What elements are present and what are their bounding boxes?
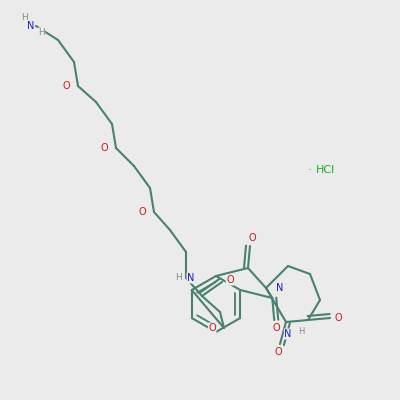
Text: O: O xyxy=(272,323,280,333)
Text: O: O xyxy=(208,323,216,333)
Text: N: N xyxy=(276,283,283,293)
Text: N: N xyxy=(187,273,194,283)
Text: O: O xyxy=(274,347,282,357)
Text: H: H xyxy=(38,28,45,37)
Text: H: H xyxy=(21,13,28,22)
Text: O: O xyxy=(334,313,342,323)
Text: H: H xyxy=(175,274,182,282)
Text: O: O xyxy=(62,81,70,91)
Text: N: N xyxy=(284,329,292,339)
Text: O: O xyxy=(138,207,146,217)
Text: H: H xyxy=(298,328,304,336)
Text: O: O xyxy=(226,275,234,285)
Text: HCl: HCl xyxy=(316,165,335,175)
Text: ·: · xyxy=(308,165,312,175)
Text: O: O xyxy=(100,143,108,153)
Text: O: O xyxy=(248,233,256,243)
Text: N: N xyxy=(27,21,34,31)
